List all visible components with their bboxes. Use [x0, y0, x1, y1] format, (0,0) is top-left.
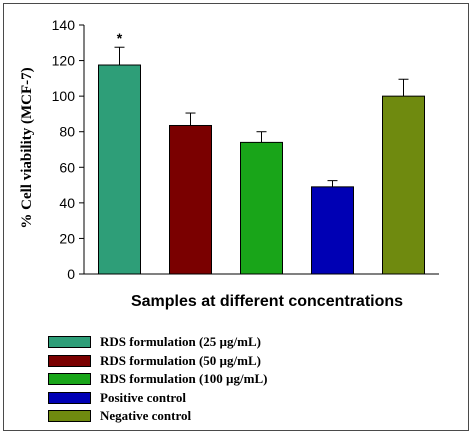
legend-label-2: RDS formulation (50 µg/mL) [100, 352, 261, 368]
bar-1 [98, 64, 141, 275]
legend: RDS formulation (25 µg/mL) RDS formulatio… [48, 333, 267, 426]
y-tick-label-40: 40 [59, 195, 75, 211]
y-tick-label-100: 100 [52, 88, 76, 104]
bar-4 [311, 186, 354, 275]
y-tick-label-60: 60 [59, 159, 75, 175]
y-tick-label-140: 140 [52, 17, 76, 33]
plot-area: * 0 20 40 60 80 100 120 140 [52, 17, 439, 282]
chart-frame: * 0 20 40 60 80 100 120 140 % Cell viability (MC… [3, 3, 469, 431]
legend-swatch-3 [48, 373, 91, 386]
legend-swatch-1 [48, 336, 91, 349]
bar-chart: * 0 20 40 60 80 100 120 140 % Cell viability (MC… [19, 17, 439, 310]
legend-swatch-2 [48, 354, 91, 367]
y-tick-label-20: 20 [59, 230, 75, 246]
y-axis-label: % Cell viability (MCF-7) [19, 67, 35, 228]
x-axis-label: Samples at different concentrations [131, 293, 403, 310]
legend-item-1: RDS formulation (25 µg/mL) [48, 333, 267, 352]
legend-item-2: RDS formulation (50 µg/mL) [48, 352, 267, 371]
legend-swatch-5 [48, 410, 91, 423]
legend-swatch-4 [48, 391, 91, 404]
y-tick-label-120: 120 [52, 53, 76, 69]
legend-label-1: RDS formulation (25 µg/mL) [100, 334, 261, 350]
legend-label-5: Negative control [100, 408, 192, 424]
legend-label-4: Positive control [100, 389, 187, 405]
bar-2 [169, 124, 212, 275]
y-tick-label-0: 0 [67, 266, 75, 282]
bar-3 [240, 141, 283, 275]
legend-item-3: RDS formulation (100 µg/mL) [48, 370, 267, 389]
legend-label-3: RDS formulation (100 µg/mL) [100, 371, 268, 387]
y-tick-label-80: 80 [59, 124, 75, 140]
significance-marker-1: * [117, 30, 123, 46]
legend-item-5: Negative control [48, 407, 267, 426]
bar-5 [382, 95, 425, 275]
legend-item-4: Positive control [48, 389, 267, 408]
